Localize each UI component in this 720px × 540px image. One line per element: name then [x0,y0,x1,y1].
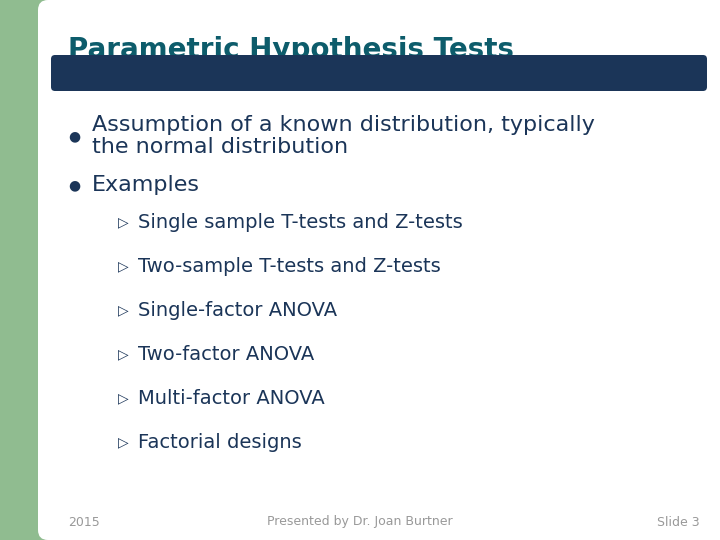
Text: ●: ● [68,129,80,143]
Text: Parametric Hypothesis Tests: Parametric Hypothesis Tests [68,36,514,64]
Text: the normal distribution: the normal distribution [92,137,348,157]
Bar [0,0,48,540]
Bar [0,0,175,110]
Text: ▷: ▷ [118,435,129,449]
Text: Presented by Dr. Joan Burtner: Presented by Dr. Joan Burtner [267,516,453,529]
Text: Single-factor ANOVA: Single-factor ANOVA [138,300,337,320]
Text: ▷: ▷ [118,347,129,361]
Text: ▷: ▷ [118,259,129,273]
Text: Two-factor ANOVA: Two-factor ANOVA [138,345,314,363]
Text: ▷: ▷ [118,391,129,405]
Text: Two-sample T-tests and Z-tests: Two-sample T-tests and Z-tests [138,256,441,275]
Text: 2015: 2015 [68,516,100,529]
FancyBboxPatch shape [51,55,707,91]
Text: Factorial designs: Factorial designs [138,433,302,451]
Text: Slide 3: Slide 3 [657,516,700,529]
Text: Examples: Examples [92,175,200,195]
FancyBboxPatch shape [38,0,718,540]
Text: Multi-factor ANOVA: Multi-factor ANOVA [138,388,325,408]
Text: ▷: ▷ [118,303,129,317]
Text: ▷: ▷ [118,215,129,229]
Text: ●: ● [68,178,80,192]
Text: Assumption of a known distribution, typically: Assumption of a known distribution, typi… [92,115,595,135]
Text: Single sample T-tests and Z-tests: Single sample T-tests and Z-tests [138,213,463,232]
